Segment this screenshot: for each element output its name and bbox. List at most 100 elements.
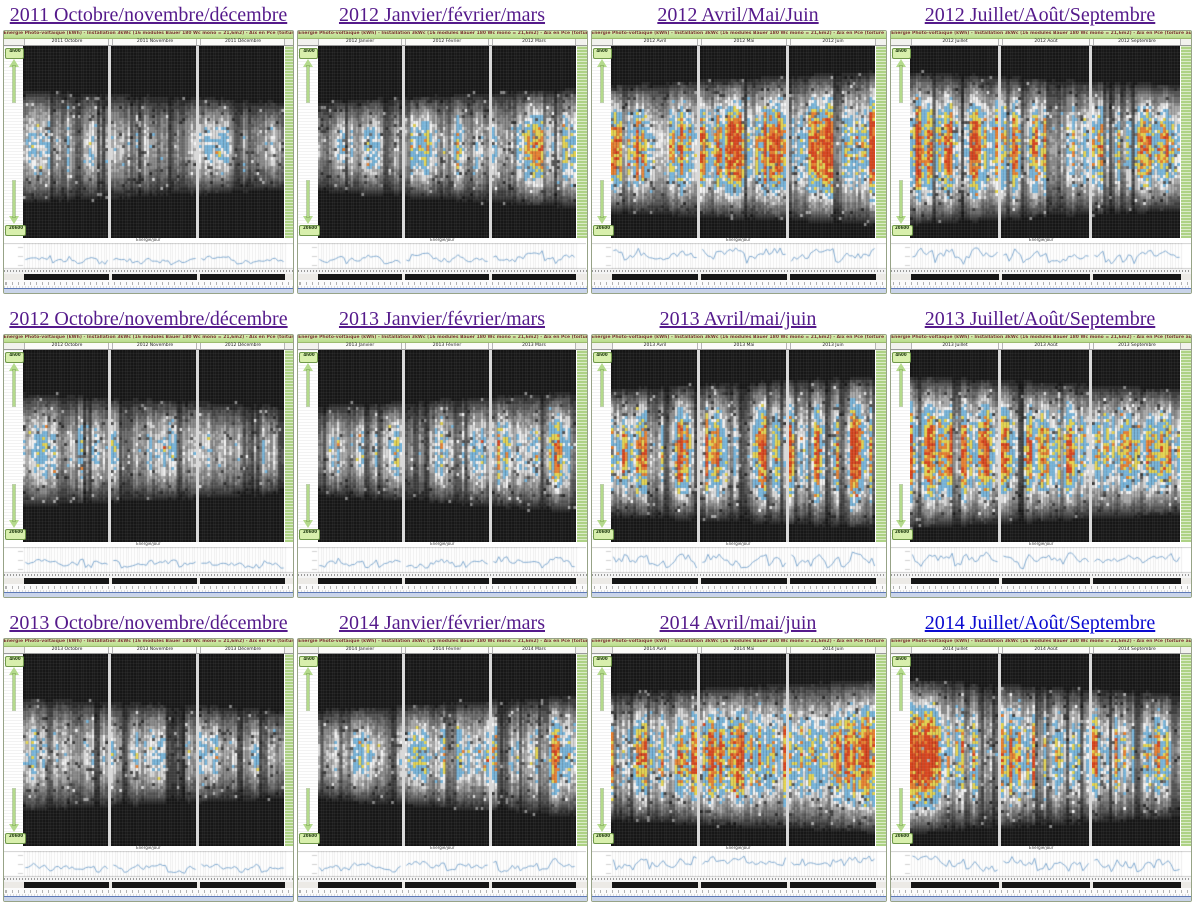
daily-energy-chart-canvas <box>591 243 886 269</box>
heatmap-month-canvas <box>23 654 109 846</box>
down-arrow-icon <box>303 180 314 224</box>
heatmap-month-canvas <box>111 654 197 846</box>
month-label-text: 2012 Septembre <box>1117 38 1156 44</box>
heatmap-month-canvas <box>1001 350 1090 542</box>
axis-band-segment <box>492 578 577 584</box>
quarter-link[interactable]: 2013 Avril/mai/juin <box>659 308 817 330</box>
axis-band-segment <box>200 882 285 888</box>
month-label-text: 2012 Mars <box>522 38 547 44</box>
scale-strip <box>875 350 886 542</box>
month-row-spacer <box>576 343 587 349</box>
heatmap-area: 4h00 20h00 <box>890 350 1191 542</box>
axis-tick-row <box>4 877 294 882</box>
day-label-row <box>4 888 294 896</box>
axis-band-spacer <box>576 274 587 280</box>
heatmap-month-canvas <box>199 350 285 542</box>
hour-label-bottom: 20h00 <box>5 833 26 844</box>
day-label-row <box>591 584 886 592</box>
panel-header-bar: Energie Photo-voltaïque (kWh) - Installa… <box>298 639 587 647</box>
axis-band <box>890 274 1191 280</box>
quarter-link[interactable]: 2013 Juillet/Août/Septembre <box>924 308 1156 330</box>
quarter-link[interactable]: 2013 Janvier/février/mars <box>338 308 546 330</box>
quarter-link[interactable]: 2014 Avril/mai/juin <box>659 612 817 634</box>
hour-label-bottom-text: 20h00 <box>8 833 23 838</box>
heatmap-month-canvas <box>1092 46 1181 238</box>
hour-label-bottom: 20h00 <box>299 225 321 236</box>
quarter-link[interactable]: 2012 Octobre/novembre/décembre <box>9 308 288 330</box>
axis-tick-row <box>890 573 1191 578</box>
heatmap-month-canvas <box>404 654 489 846</box>
hour-label-top: 4h00 <box>299 352 319 363</box>
quarter-link[interactable]: 2014 Janvier/février/mars <box>338 612 546 634</box>
day-label-row <box>298 280 587 288</box>
axis-band-spacer <box>298 274 319 280</box>
axis-tick-row <box>591 877 886 882</box>
up-arrow-icon <box>596 667 607 711</box>
month-label: 2013 Juillet <box>910 343 999 349</box>
daily-energy-chart-canvas <box>298 851 587 877</box>
month-label: 2013 Janvier <box>318 343 403 349</box>
heatmap-month-canvas <box>910 46 999 238</box>
hour-axis-gutter: 4h00 20h00 <box>890 654 913 846</box>
quarter-link[interactable]: 2011 Octobre/novembre/décembre <box>9 4 288 26</box>
panel-header-title: Energie Photo-voltaïque (kWh) - Installa… <box>298 639 586 644</box>
daily-energy-chart-canvas <box>4 851 293 877</box>
hour-label-bottom-text: 20h00 <box>596 529 611 534</box>
up-arrow-icon <box>303 59 314 103</box>
axis-band <box>4 882 294 888</box>
month-label-text: 2014 Août <box>1034 646 1058 652</box>
panel-header-bar: Energie Photo-voltaïque (kWh) - Installa… <box>890 639 1191 647</box>
day-label-row <box>890 584 1191 592</box>
panel-header-title: Energie Photo-voltaïque (kWh) - Installa… <box>890 335 1191 340</box>
axis-band-spacer <box>576 578 587 584</box>
month-row-spacer <box>576 39 587 45</box>
month-label: 2013 Octobre <box>24 647 109 653</box>
month-labels-row: 2013 Octobre 2013 Novembre 2013 Décembre <box>4 647 294 654</box>
panel-header-title: Energie Photo-voltaïque (kWh) - Installa… <box>591 639 886 644</box>
up-arrow-icon <box>303 667 314 711</box>
month-label: 2013 Juin <box>789 343 876 349</box>
month-labels-row: 2012 Janvier 2012 Février 2012 Mars <box>298 38 587 46</box>
heatmap-area: 4h00 20h00 <box>298 46 587 238</box>
panel-header-bar: Energie Photo-voltaïque (kWh) - Installa… <box>4 31 294 39</box>
quarter-link[interactable]: 2013 Octobre/novembre/décembre <box>9 612 288 634</box>
month-labels-row: 2013 Avril 2013 Mai 2013 Juin <box>591 343 886 350</box>
quarter-link[interactable]: 2012 Juillet/Août/Septembre <box>924 4 1156 26</box>
daily-energy-chart-canvas <box>4 547 293 573</box>
up-arrow-icon <box>303 363 314 407</box>
month-row-spacer <box>875 647 886 653</box>
pv-chart-panel: Energie Photo-voltaïque (kWh) - Installa… <box>3 638 295 902</box>
quarter-link[interactable]: 2012 Janvier/février/mars <box>338 4 546 26</box>
hour-label-top-text: 4h00 <box>895 48 907 53</box>
daily-energy-chart-canvas <box>298 547 587 573</box>
quarter-row: 2012 Octobre/novembre/décembre 2013 Janvi… <box>3 308 1192 598</box>
panel-header-title: Energie Photo-voltaïque (kWh) - Installa… <box>4 639 293 644</box>
axis-band-segment <box>611 578 698 584</box>
month-label-text: 2014 Janvier <box>346 646 375 652</box>
bottom-border-bar <box>298 288 587 293</box>
hour-label-bottom-text: 20h00 <box>895 833 910 838</box>
month-label: 2012 Décembre <box>200 343 285 349</box>
month-row-spacer <box>298 39 319 45</box>
axis-band-spacer <box>890 882 911 888</box>
bottom-border-bar <box>591 592 886 597</box>
quarter-link[interactable]: 2014 Juillet/Août/Septembre <box>924 612 1156 634</box>
hour-label-bottom: 20h00 <box>891 833 913 844</box>
month-label-text: 2012 Novembre <box>136 342 173 348</box>
daily-energy-chart-canvas <box>4 243 293 269</box>
month-label-text: 2013 Août <box>1034 342 1058 348</box>
daily-energy-label-band: Energie/jour <box>591 238 886 243</box>
quarter-link[interactable]: 2012 Avril/Mai/Juin <box>657 4 819 26</box>
panels-row: Energie Photo-voltaïque (kWh) - Installa… <box>3 334 1192 598</box>
hour-label-bottom-text: 20h00 <box>596 833 611 838</box>
heatmap-area: 4h00 20h00 <box>4 46 294 238</box>
hour-axis-gutter: 4h00 20h00 <box>591 46 614 238</box>
month-label-text: 2012 Janvier <box>346 38 375 44</box>
heatmap-area: 4h00 20h00 <box>4 654 294 846</box>
hour-label-top: 4h00 <box>299 48 319 59</box>
month-label: 2012 Novembre <box>112 343 197 349</box>
down-arrow-icon <box>895 180 906 224</box>
hour-label-bottom: 20h00 <box>891 225 913 236</box>
month-labels-row: 2012 Juillet 2012 Août 2012 Septembre <box>890 38 1191 46</box>
quarter-title-cell: 2012 Juillet/Août/Septembre <box>889 4 1191 27</box>
